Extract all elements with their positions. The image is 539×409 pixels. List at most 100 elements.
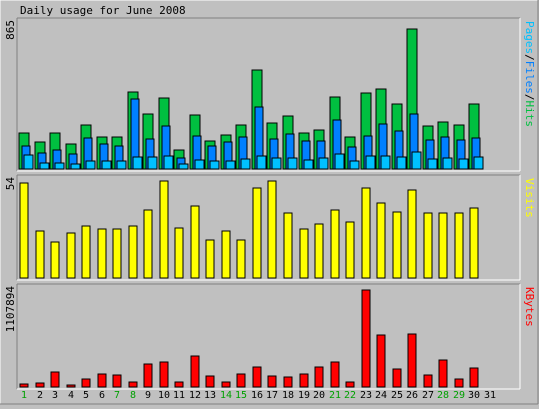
y-max-label-kbytes: 1107894 [4, 286, 17, 333]
x-tick-label-day-30: 30 [468, 390, 480, 401]
bar-hits-pages-day-4 [70, 163, 81, 170]
x-tick-label-day-14: 14 [220, 390, 232, 401]
bar-kbytes-kbytes-day-2 [35, 382, 45, 388]
bar-visits-visits-day-10 [159, 180, 169, 279]
bar-kbytes-kbytes-day-21 [330, 361, 340, 388]
legend-label-hits: Pages/Files/Hits [523, 21, 536, 127]
bar-visits-visits-day-17 [267, 180, 277, 279]
bar-visits-visits-day-28 [438, 212, 448, 279]
bar-visits-visits-day-25 [392, 211, 402, 279]
bar-hits-pages-day-21 [334, 153, 345, 170]
x-tick-label-day-9: 9 [145, 390, 151, 401]
bar-hits-pages-day-26 [411, 151, 422, 170]
x-tick-label-day-13: 13 [204, 390, 216, 401]
bar-hits-pages-day-15 [240, 158, 251, 170]
bar-visits-visits-day-5 [81, 225, 91, 279]
x-tick-label-day-7: 7 [114, 390, 120, 401]
bar-kbytes-kbytes-day-4 [66, 384, 76, 388]
bar-hits-pages-day-28 [442, 157, 453, 170]
y-max-label-hits: 865 [4, 20, 17, 40]
bar-hits-pages-day-11 [178, 163, 189, 170]
bar-visits-visits-day-7 [112, 228, 122, 279]
bar-kbytes-kbytes-day-5 [81, 378, 91, 388]
bar-visits-visits-day-16 [252, 187, 262, 279]
bar-hits-pages-day-30 [473, 156, 484, 170]
bar-hits-pages-day-7 [116, 160, 127, 170]
bar-kbytes-kbytes-day-19 [299, 373, 309, 388]
bar-hits-pages-day-8 [132, 156, 143, 170]
bar-visits-visits-day-1 [19, 182, 29, 279]
x-tick-label-day-16: 16 [251, 390, 263, 401]
bar-kbytes-kbytes-day-14 [221, 381, 231, 388]
bar-hits-pages-day-16 [256, 155, 267, 170]
legend-part-kbytes-0: KBytes [523, 287, 536, 327]
bar-visits-visits-day-26 [407, 189, 417, 279]
bar-kbytes-kbytes-day-6 [97, 373, 107, 388]
legend-part-visits-0: Visits [523, 178, 536, 218]
bar-kbytes-kbytes-day-25 [392, 368, 402, 388]
bar-visits-visits-day-11 [174, 227, 184, 279]
bar-hits-pages-day-22 [349, 160, 360, 170]
bar-kbytes-kbytes-day-3 [50, 371, 60, 388]
chart-title: Daily usage for June 2008 [20, 4, 186, 17]
x-tick-label-day-11: 11 [173, 390, 185, 401]
x-tick-label-day-31: 31 [484, 390, 496, 401]
bar-hits-pages-day-25 [396, 156, 407, 170]
x-tick-label-day-21: 21 [329, 390, 341, 401]
bar-hits-pages-day-23 [365, 155, 376, 170]
bar-kbytes-kbytes-day-20 [314, 366, 324, 388]
bar-kbytes-kbytes-day-22 [345, 381, 355, 388]
bar-hits-pages-day-5 [85, 160, 96, 170]
bar-hits-pages-day-18 [287, 157, 298, 170]
bar-visits-visits-day-19 [299, 228, 309, 279]
plot-area-kbytes [17, 284, 520, 389]
bar-visits-visits-day-18 [283, 212, 293, 279]
bar-visits-visits-day-13 [205, 239, 215, 279]
bar-kbytes-kbytes-day-24 [376, 334, 386, 388]
bar-visits-visits-day-22 [345, 221, 355, 279]
x-tick-label-day-4: 4 [68, 390, 74, 401]
bar-visits-visits-day-27 [423, 212, 433, 279]
bar-kbytes-kbytes-day-17 [267, 375, 277, 388]
x-tick-label-day-5: 5 [83, 390, 89, 401]
bar-hits-pages-day-1 [23, 154, 34, 170]
bar-kbytes-kbytes-day-29 [454, 378, 464, 388]
bar-hits-pages-day-14 [225, 160, 236, 170]
x-tick-label-day-19: 19 [298, 390, 310, 401]
bar-visits-visits-day-15 [236, 239, 246, 279]
x-axis-labels: 1 2 3 4 5 6 7 8 9 10 11 12 13 14 15 16 17 18 19 20 21 22 23 24 2… [21, 390, 496, 401]
x-tick-label-day-8: 8 [130, 390, 136, 401]
bar-hits-pages-day-9 [147, 156, 158, 170]
bar-kbytes-kbytes-day-7 [112, 374, 122, 388]
bar-hits-pages-day-24 [380, 155, 391, 170]
bar-visits-visits-day-14 [221, 230, 231, 279]
bar-hits-pages-day-20 [318, 157, 329, 170]
bar-visits-visits-day-29 [454, 212, 464, 279]
bar-hits-pages-day-19 [303, 159, 314, 170]
bar-visits-visits-day-23 [361, 187, 371, 279]
bar-hits-pages-day-6 [101, 160, 112, 170]
x-tick-label-day-15: 15 [235, 390, 247, 401]
legend-label-kbytes: KBytes [523, 287, 536, 327]
bar-kbytes-kbytes-day-27 [423, 374, 433, 388]
x-tick-label-day-2: 2 [37, 390, 43, 401]
bar-kbytes-kbytes-day-16 [252, 366, 262, 388]
x-tick-label-day-28: 28 [437, 390, 449, 401]
x-tick-label-day-25: 25 [391, 390, 403, 401]
bar-kbytes-kbytes-day-30 [469, 367, 479, 388]
bar-kbytes-kbytes-day-10 [159, 361, 169, 388]
y-max-label-visits: 54 [4, 177, 17, 191]
x-tick-label-day-10: 10 [158, 390, 170, 401]
bar-hits-pages-day-17 [271, 157, 282, 170]
legend-part-hits-4: Hits [523, 101, 536, 128]
bar-hits-pages-day-10 [163, 155, 174, 170]
bar-hits-pages-day-2 [39, 162, 50, 170]
legend-part-hits-1: / [523, 54, 536, 61]
x-tick-label-day-22: 22 [344, 390, 356, 401]
bar-visits-visits-day-8 [128, 225, 138, 279]
bar-visits-visits-day-21 [330, 209, 340, 279]
bar-kbytes-kbytes-day-8 [128, 381, 138, 388]
